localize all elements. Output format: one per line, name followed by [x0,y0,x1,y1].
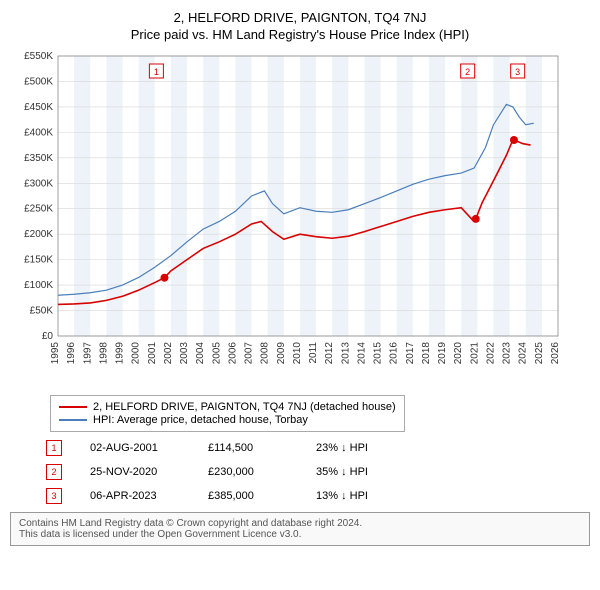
legend: 2, HELFORD DRIVE, PAIGNTON, TQ4 7NJ (det… [50,395,405,432]
legend-swatch-hpi [59,419,87,421]
transaction-row: 2 25-NOV-2020 £230,000 35% ↓ HPI [46,464,590,480]
svg-text:2003: 2003 [179,342,190,365]
svg-text:2001: 2001 [147,342,158,365]
svg-text:2014: 2014 [356,342,367,365]
svg-text:2: 2 [465,67,470,77]
svg-text:2004: 2004 [195,342,206,365]
transaction-pct: 23% ↓ HPI [316,442,406,454]
svg-text:£500K: £500K [24,76,53,87]
svg-text:£300K: £300K [24,178,53,189]
svg-text:2024: 2024 [518,342,529,365]
svg-text:1999: 1999 [115,342,126,365]
legend-row-hpi: HPI: Average price, detached house, Torb… [59,414,396,426]
transaction-price: £114,500 [208,442,288,454]
svg-text:2022: 2022 [485,342,496,365]
title-address: 2, HELFORD DRIVE, PAIGNTON, TQ4 7NJ [10,10,590,25]
svg-text:2017: 2017 [405,342,416,365]
svg-text:2012: 2012 [324,342,335,365]
svg-text:£200K: £200K [24,229,53,240]
transaction-marker: 1 [46,440,62,456]
legend-label-subject: 2, HELFORD DRIVE, PAIGNTON, TQ4 7NJ (det… [93,401,396,413]
footer-line1: Contains HM Land Registry data © Crown c… [19,518,581,529]
legend-label-hpi: HPI: Average price, detached house, Torb… [93,414,308,426]
svg-text:1997: 1997 [82,342,93,365]
transaction-row: 1 02-AUG-2001 £114,500 23% ↓ HPI [46,440,590,456]
transaction-date: 02-AUG-2001 [90,442,180,454]
svg-text:2000: 2000 [131,342,142,365]
legend-swatch-subject [59,406,87,408]
svg-text:2009: 2009 [276,342,287,365]
svg-text:2002: 2002 [163,342,174,365]
chart-container: £0 £50K £100K £150K £200K £250K £300K £350K £400… [10,50,590,387]
svg-text:2021: 2021 [469,342,480,365]
svg-text:£0: £0 [42,331,54,342]
transaction-price: £385,000 [208,490,288,502]
transaction-marker: 2 [46,464,62,480]
transaction-pct: 35% ↓ HPI [316,466,406,478]
footer-line2: This data is licensed under the Open Gov… [19,529,581,540]
svg-text:2007: 2007 [244,342,255,365]
title-subtitle: Price paid vs. HM Land Registry's House … [10,27,590,42]
svg-text:2015: 2015 [373,342,384,365]
svg-text:2025: 2025 [534,342,545,365]
transactions-table: 1 02-AUG-2001 £114,500 23% ↓ HPI 2 25-NOV-202… [46,440,590,504]
svg-text:2023: 2023 [502,342,513,365]
transaction-price: £230,000 [208,466,288,478]
svg-text:1: 1 [154,67,159,77]
svg-text:£250K: £250K [24,204,53,215]
svg-text:2011: 2011 [308,342,319,364]
transaction-pct: 13% ↓ HPI [316,490,406,502]
transaction-date: 25-NOV-2020 [90,466,180,478]
svg-text:2008: 2008 [260,342,271,365]
svg-text:2006: 2006 [227,342,238,365]
svg-text:2010: 2010 [292,342,303,365]
svg-text:1995: 1995 [50,342,61,365]
svg-text:2026: 2026 [550,342,561,365]
transaction-row: 3 06-APR-2023 £385,000 13% ↓ HPI [46,488,590,504]
transaction-marker: 3 [46,488,62,504]
title-block: 2, HELFORD DRIVE, PAIGNTON, TQ4 7NJ Pric… [10,10,590,42]
svg-text:£100K: £100K [24,280,53,291]
svg-text:£550K: £550K [24,51,53,62]
svg-text:1998: 1998 [98,342,109,365]
price-chart: £0 £50K £100K £150K £200K £250K £300K £350K £400… [10,50,565,382]
svg-text:2005: 2005 [211,342,222,365]
svg-text:3: 3 [515,67,520,77]
footer-attribution: Contains HM Land Registry data © Crown c… [10,512,590,546]
svg-text:£400K: £400K [24,127,53,138]
svg-text:2013: 2013 [340,342,351,365]
svg-text:£150K: £150K [24,255,53,266]
legend-row-subject: 2, HELFORD DRIVE, PAIGNTON, TQ4 7NJ (det… [59,401,396,413]
svg-text:2020: 2020 [453,342,464,365]
svg-text:£450K: £450K [24,102,53,113]
svg-text:2018: 2018 [421,342,432,365]
svg-text:£350K: £350K [24,153,53,164]
svg-text:2019: 2019 [437,342,448,365]
svg-text:1996: 1996 [66,342,77,365]
svg-text:£50K: £50K [30,306,54,317]
svg-text:2016: 2016 [389,342,400,365]
transaction-date: 06-APR-2023 [90,490,180,502]
